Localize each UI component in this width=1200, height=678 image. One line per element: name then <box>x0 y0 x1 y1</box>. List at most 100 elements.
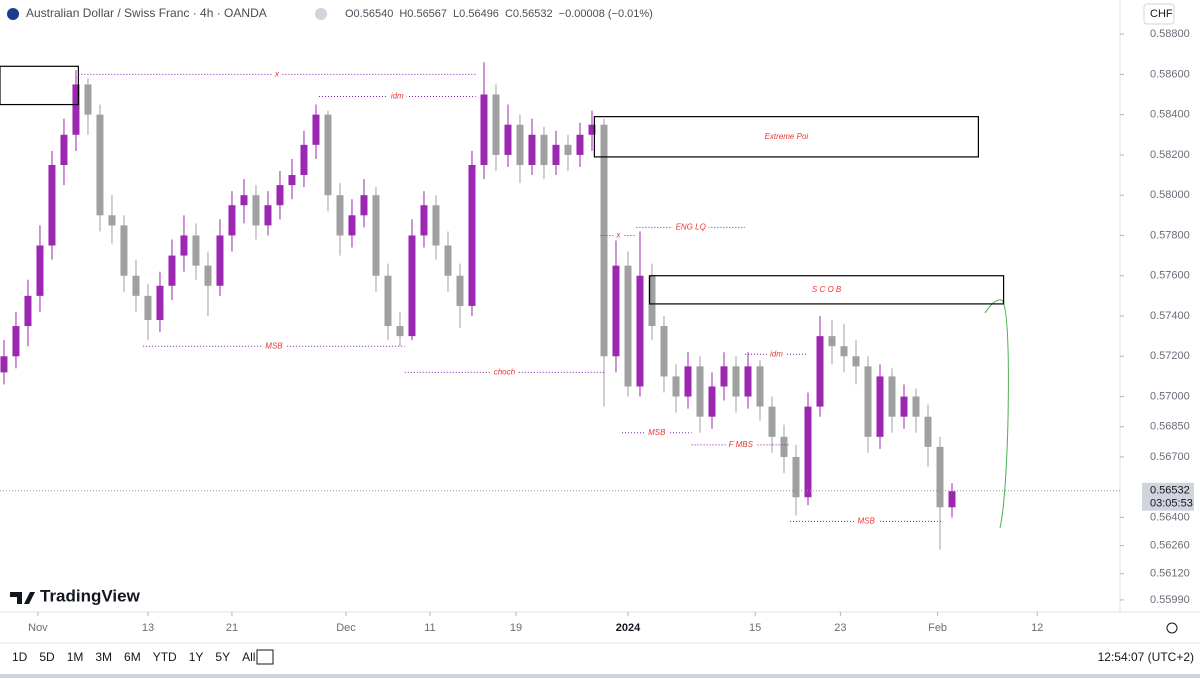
range-button[interactable]: 6M <box>124 650 141 664</box>
candle-body <box>804 406 812 498</box>
zone-box <box>0 65 79 106</box>
label-bg <box>672 222 709 233</box>
candle-body <box>756 366 764 407</box>
bottom-toolbar: 1D 5D 1M 3M 6M YTD 1Y 5Y All <box>12 650 255 664</box>
date-range-icon[interactable] <box>256 649 274 665</box>
candle-body <box>108 215 116 226</box>
candle-body <box>852 356 860 367</box>
y-tick-label: 0.56400 <box>1150 511 1190 523</box>
range-button[interactable]: 1Y <box>189 650 204 664</box>
candle-body <box>552 144 560 165</box>
y-tick-label: 0.58600 <box>1150 68 1190 80</box>
y-tick-label: 0.56700 <box>1150 451 1190 463</box>
x-tick-label: 11 <box>424 622 435 634</box>
candle-body <box>828 336 836 347</box>
candle-body <box>492 94 500 155</box>
candle-body <box>876 376 884 437</box>
ohlc-value: H0.56567 <box>399 8 447 20</box>
x-tick-label: 23 <box>834 622 846 634</box>
currency-button[interactable] <box>1143 3 1175 25</box>
candle-body <box>864 366 872 437</box>
candle-body <box>204 265 212 286</box>
candle-body <box>624 265 632 387</box>
candle-body <box>816 336 824 407</box>
candle-body <box>132 275 140 296</box>
ohlc-value: O0.56540 <box>345 8 393 20</box>
axes: 0.58800 0.58600 0.58400 0.58200 0.58000 0.578… <box>0 28 1194 634</box>
y-tick-label: 0.57800 <box>1150 229 1190 241</box>
range-button[interactable]: 1M <box>67 650 84 664</box>
candle-body <box>384 275 392 327</box>
candle-body <box>72 84 80 135</box>
y-tick-label: 0.56850 <box>1150 421 1190 433</box>
y-tick-label: 0.58200 <box>1150 149 1190 161</box>
candle-body <box>648 275 656 327</box>
candle-body <box>420 205 428 236</box>
candle-body <box>276 185 284 206</box>
candle-body <box>768 406 776 437</box>
candle-body <box>36 245 44 296</box>
candle-body <box>12 326 20 357</box>
candle-body <box>528 134 536 165</box>
candle-body <box>600 124 608 357</box>
settings-gear[interactable] <box>1166 622 1178 634</box>
x-tick-label: 12 <box>1031 622 1043 634</box>
candle-body <box>0 356 8 373</box>
range-button[interactable]: 3M <box>95 650 112 664</box>
candle-body <box>504 124 512 155</box>
candle-body <box>336 195 344 236</box>
candle-body <box>228 205 236 236</box>
y-tick-label: 0.56260 <box>1150 539 1190 551</box>
label-bg <box>271 69 282 80</box>
range-button[interactable]: 5D <box>39 650 55 664</box>
candle-body <box>948 491 956 508</box>
candle-body <box>360 195 368 216</box>
label-bg <box>613 230 624 241</box>
level-label: choch <box>494 367 516 376</box>
ohlc-value: L0.56496 <box>453 8 499 20</box>
candle-body <box>312 114 320 145</box>
settings-icon[interactable] <box>315 8 327 20</box>
level-label: MSB <box>265 341 283 350</box>
range-button[interactable]: YTD <box>153 650 177 664</box>
candle-body <box>324 114 332 196</box>
clock: 12:54:07 (UTC+2) <box>1098 650 1194 664</box>
x-tick-label: Feb <box>928 622 947 634</box>
label-bg <box>767 349 786 360</box>
range-button[interactable]: 1D <box>12 650 28 664</box>
y-tick-label: 0.57000 <box>1150 390 1190 402</box>
level-label: x <box>615 231 621 240</box>
currency[interactable]: CHF <box>1150 8 1173 20</box>
level-label: ENG LQ <box>676 223 706 232</box>
y-tick-label: 0.57600 <box>1150 270 1190 282</box>
logo-icon <box>10 592 35 604</box>
level-label: idm <box>391 92 404 101</box>
x-tick-label: 13 <box>142 622 154 634</box>
candle-body <box>576 134 584 155</box>
x-tick-label: 15 <box>749 622 761 634</box>
label-bg <box>725 439 756 450</box>
candle-body <box>744 366 752 397</box>
range-button[interactable]: All <box>242 650 255 664</box>
candle-body <box>516 124 524 165</box>
range-button[interactable]: 5Y <box>215 650 230 664</box>
flag-icon <box>7 8 19 20</box>
candle-body <box>96 114 104 216</box>
label-bg <box>645 427 669 438</box>
candle-body <box>372 195 380 276</box>
candle-body <box>660 326 668 377</box>
candle-body <box>480 94 488 165</box>
candle-body <box>732 366 740 397</box>
y-tick-label: 0.57200 <box>1150 350 1190 362</box>
zone-box <box>593 116 979 158</box>
candle-body <box>216 235 224 286</box>
last-price-label: 0.56532 <box>1150 485 1190 497</box>
level-label: x <box>274 69 280 78</box>
label-bg <box>854 516 878 527</box>
x-tick-label: 21 <box>226 622 238 634</box>
candle-body <box>288 175 296 186</box>
candle-body <box>912 396 920 417</box>
candle-body <box>636 275 644 387</box>
candle-body <box>432 205 440 246</box>
